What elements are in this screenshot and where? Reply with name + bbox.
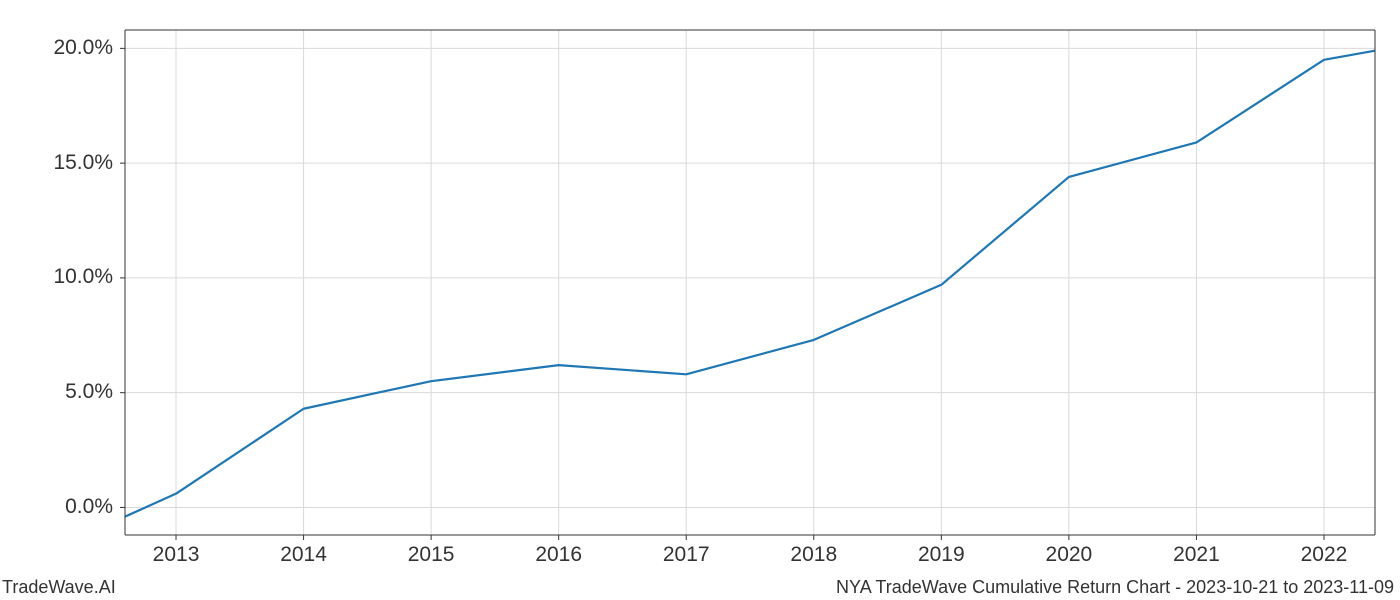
footer-right-label: NYA TradeWave Cumulative Return Chart - …: [836, 577, 1394, 598]
x-tick-label: 2019: [918, 543, 965, 567]
y-tick-label: 10.0%: [53, 265, 113, 289]
x-tick-label: 2020: [1046, 543, 1093, 567]
y-tick-label: 0.0%: [65, 495, 113, 519]
x-tick-label: 2018: [790, 543, 837, 567]
y-tick-label: 20.0%: [53, 36, 113, 60]
line-chart: 0.0% 5.0% 10.0% 15.0% 20.0% 2013 2014 2015 2016…: [0, 0, 1400, 600]
y-tick-label: 5.0%: [65, 380, 113, 404]
y-tick-label: 15.0%: [53, 151, 113, 175]
x-tick-label: 2021: [1173, 543, 1220, 567]
footer-left-label: TradeWave.AI: [2, 577, 116, 598]
x-tick-label: 2013: [153, 543, 200, 567]
plot-area: [125, 30, 1375, 535]
x-tick-label: 2017: [663, 543, 710, 567]
x-tick-label: 2016: [535, 543, 582, 567]
x-tick-label: 2014: [280, 543, 327, 567]
x-tick-label: 2022: [1301, 543, 1348, 567]
x-tick-label: 2015: [408, 543, 455, 567]
